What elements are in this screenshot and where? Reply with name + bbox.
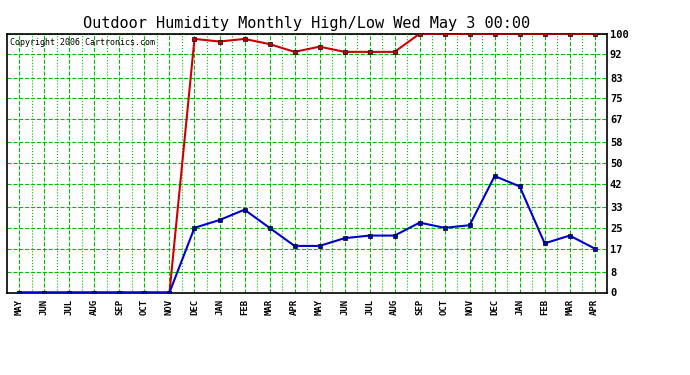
Title: Outdoor Humidity Monthly High/Low Wed May 3 00:00: Outdoor Humidity Monthly High/Low Wed Ma…: [83, 16, 531, 31]
Text: Copyright 2006 Cartronics.com: Copyright 2006 Cartronics.com: [10, 38, 155, 46]
